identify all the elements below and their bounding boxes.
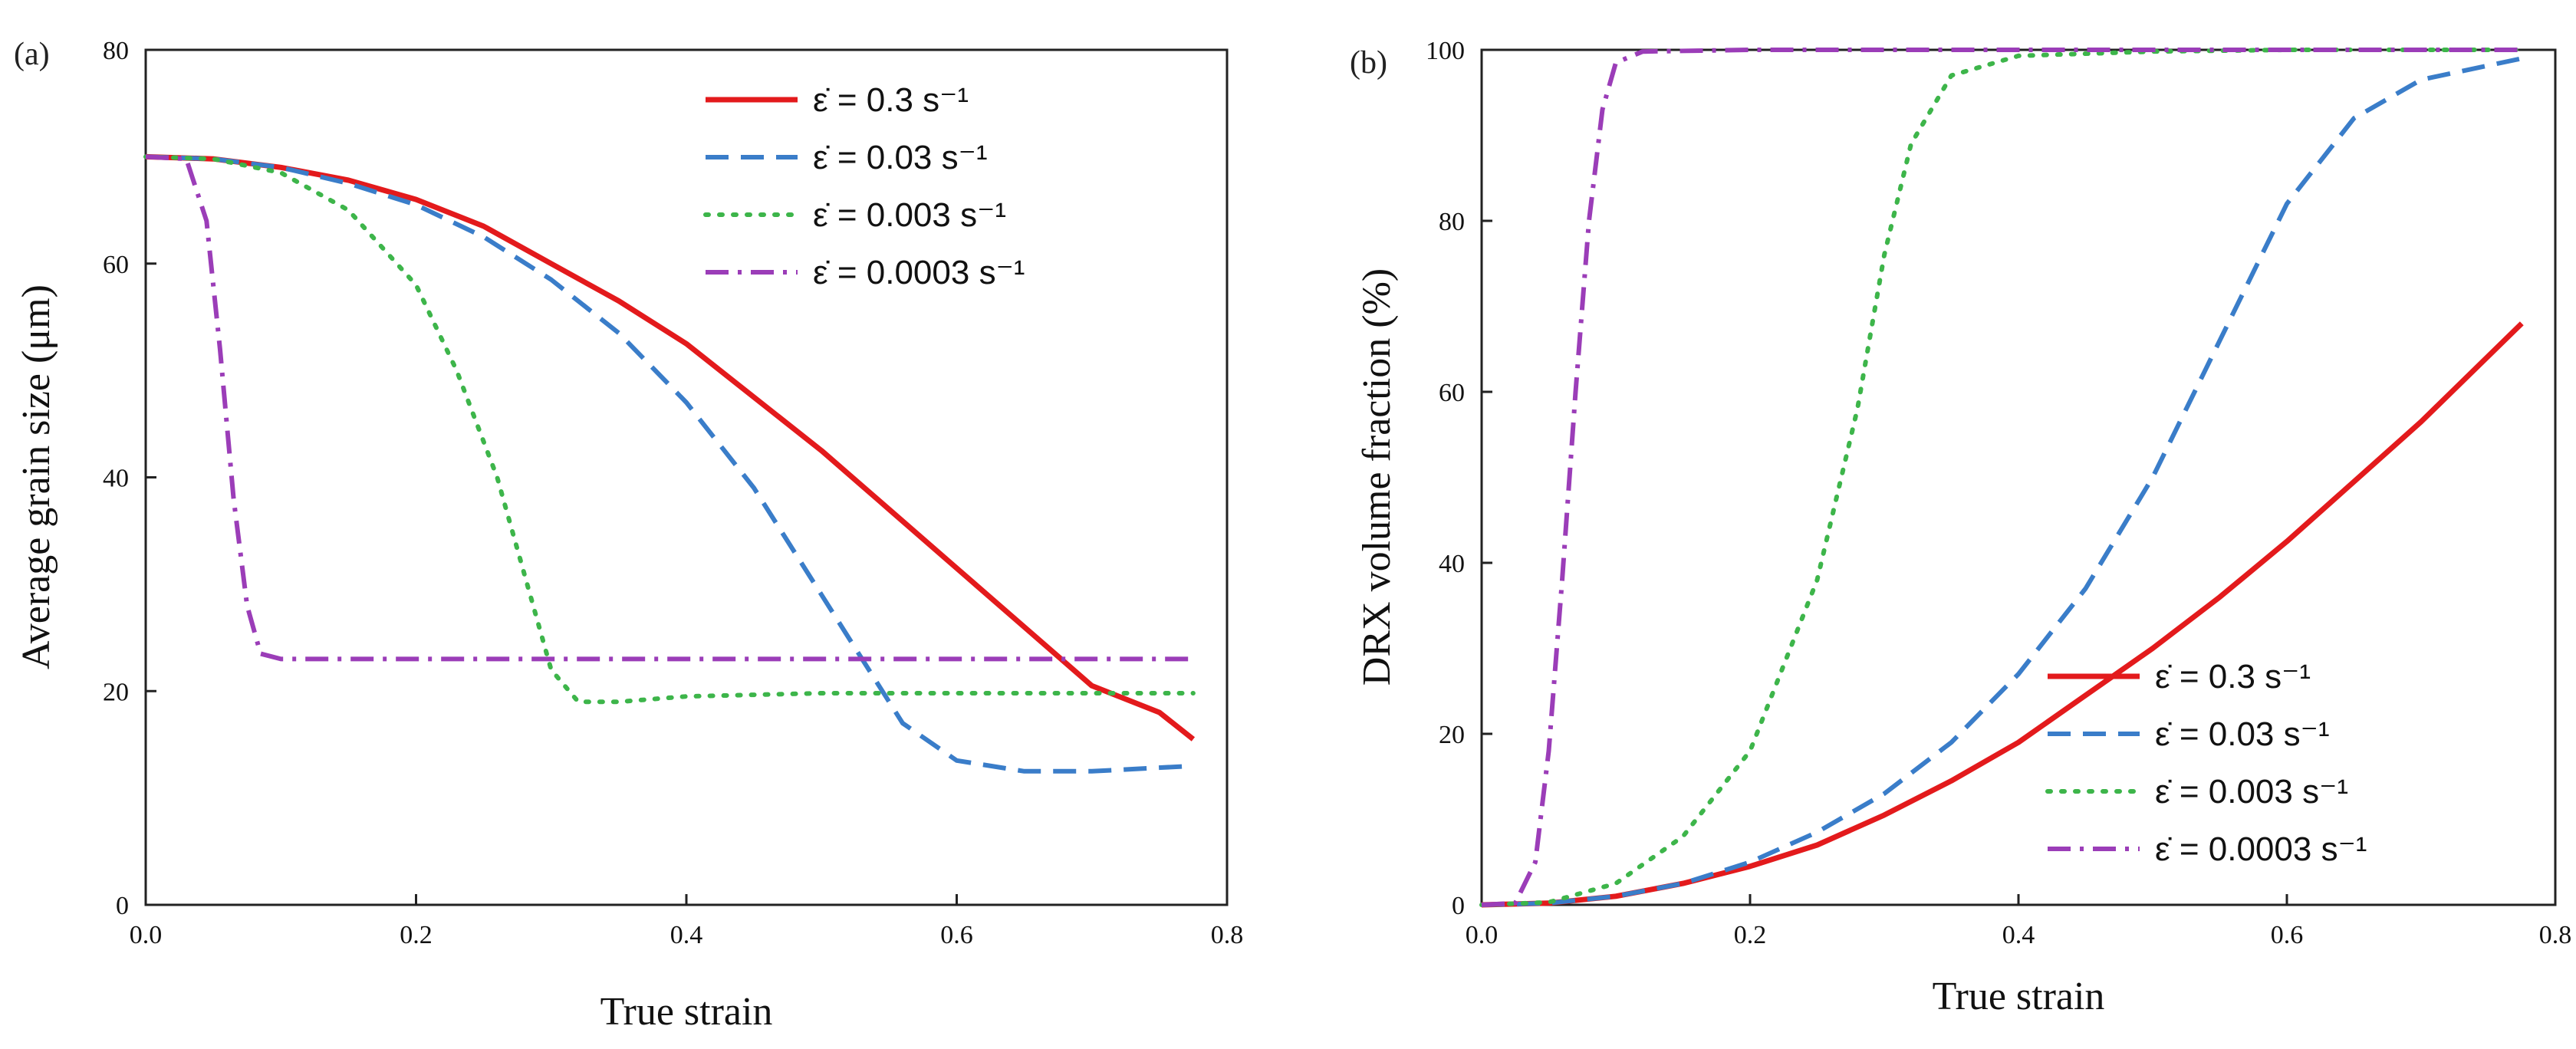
y-axis-title: DRX volume fraction (%) bbox=[1355, 268, 1399, 686]
legend-entry: ε̇ = 0.003 s⁻¹ bbox=[813, 196, 1006, 234]
y-tick-label: 20 bbox=[103, 678, 129, 706]
plot-area-frame bbox=[144, 48, 1229, 906]
legend-entry: ε̇ = 0.0003 s⁻¹ bbox=[813, 254, 1025, 291]
x-tick-label: 0.2 bbox=[1734, 921, 1767, 949]
legend-entry: ε̇ = 0.3 s⁻¹ bbox=[813, 81, 969, 119]
y-axis-title: Average grain size (μm) bbox=[15, 284, 58, 669]
plot-area-frame bbox=[1480, 48, 2557, 906]
x-tick-label: 0.4 bbox=[2002, 921, 2035, 949]
panel-label: (b) bbox=[1350, 45, 1387, 81]
series-line-dashed bbox=[145, 154, 1194, 774]
series-lines bbox=[1479, 48, 2525, 908]
legend-entry: ε̇ = 0.0003 s⁻¹ bbox=[2155, 830, 2367, 868]
series-line-dashdot bbox=[145, 154, 1193, 662]
x-axis-title: True strain bbox=[1933, 975, 2105, 1018]
y-tick-label: 0 bbox=[1452, 892, 1465, 920]
x-axis-title: True strain bbox=[600, 990, 773, 1034]
y-tick-label: 100 bbox=[1426, 37, 1465, 65]
y-tick-label: 40 bbox=[1439, 550, 1465, 578]
panel-label: (a) bbox=[14, 37, 50, 72]
x-tick-label: 0.6 bbox=[940, 921, 973, 949]
panel-a: (a) True strain Average grain size (μm) … bbox=[14, 37, 1243, 1034]
series-line-dotted bbox=[143, 154, 1196, 705]
x-tick-label: 0.8 bbox=[1211, 921, 1244, 949]
x-tick-label: 0.4 bbox=[670, 921, 703, 949]
series-line-solid bbox=[145, 153, 1196, 742]
x-tick-label: 0.2 bbox=[400, 921, 433, 949]
series-line-dotted bbox=[1479, 48, 2525, 907]
legend: ε̇ = 0.3 s⁻¹ ε̇ = 0.03 s⁻¹ ε̇ = 0.003 s⁻¹ ε… bbox=[2045, 658, 2367, 868]
legend-entry: ε̇ = 0.03 s⁻¹ bbox=[2155, 715, 2330, 753]
x-tick-label: 0.6 bbox=[2271, 921, 2304, 949]
legend-entry: ε̇ = 0.003 s⁻¹ bbox=[2155, 773, 2348, 811]
y-tick-label: 60 bbox=[1439, 379, 1465, 407]
y-tick-label: 0 bbox=[116, 892, 129, 920]
legend-entry: ε̇ = 0.3 s⁻¹ bbox=[2155, 658, 2311, 695]
y-tick-label: 20 bbox=[1439, 721, 1465, 749]
series-lines bbox=[143, 153, 1196, 774]
x-tick-label: 0.8 bbox=[2539, 921, 2572, 949]
x-tick-label: 0.0 bbox=[130, 921, 163, 949]
panel-b: (b) True strain DRX volume fraction (%) … bbox=[1350, 37, 2571, 1018]
legend: ε̇ = 0.3 s⁻¹ ε̇ = 0.03 s⁻¹ ε̇ = 0.003 s⁻¹ ε… bbox=[703, 81, 1025, 291]
series-line-solid bbox=[1481, 321, 2524, 908]
y-tick-label: 80 bbox=[103, 37, 129, 65]
ticks: 0.0 0.2 0.4 0.6 0.8 0 20 40 60 80 bbox=[103, 37, 1243, 949]
legend-entry: ε̇ = 0.03 s⁻¹ bbox=[813, 139, 988, 176]
y-tick-label: 80 bbox=[1439, 208, 1465, 236]
y-tick-label: 40 bbox=[103, 465, 129, 493]
series-line-dashdot bbox=[1481, 48, 2522, 907]
x-tick-label: 0.0 bbox=[1466, 921, 1499, 949]
ticks: 0.0 0.2 0.4 0.6 0.8 0 20 40 60 80 100 bbox=[1426, 37, 2571, 949]
series-line-dashed bbox=[1481, 56, 2522, 907]
y-tick-label: 60 bbox=[103, 251, 129, 279]
